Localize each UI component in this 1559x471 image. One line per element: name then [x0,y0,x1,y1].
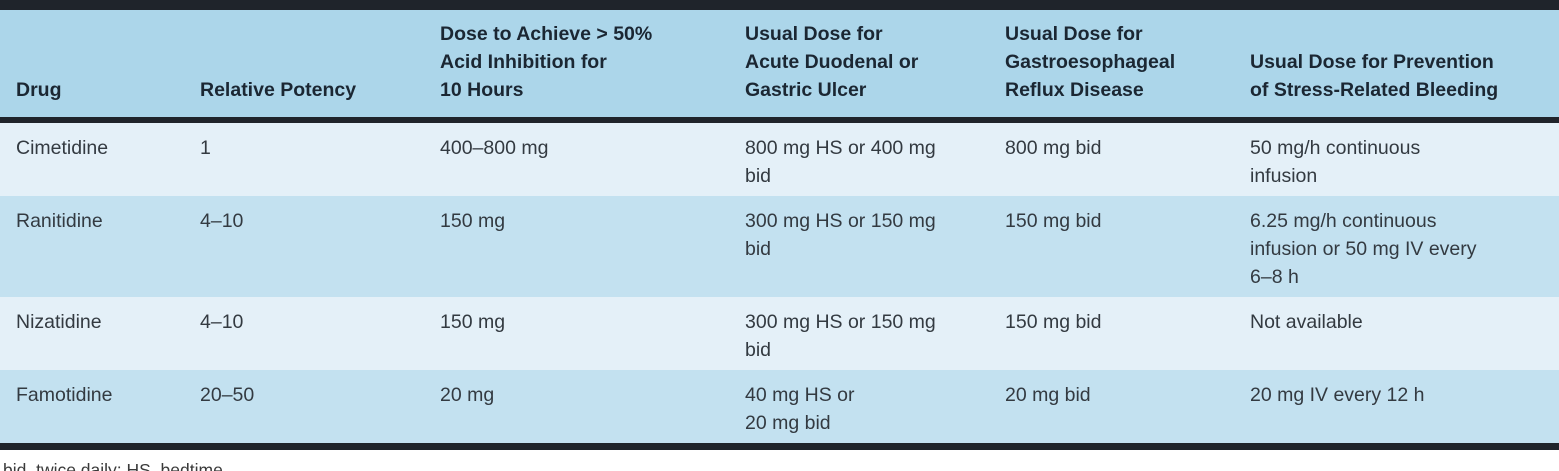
column-header-relative-potency: Relative Potency [185,5,425,123]
cell-gerd-dose: 150 mg bid [990,297,1235,370]
cell-acid-inhibition-dose: 400–800 mg [425,120,730,196]
cell-ulcer-dose: 300 mg HS or 150 mg bid [730,196,990,297]
cell-gerd-dose: 20 mg bid [990,370,1235,447]
cell-gerd-dose: 800 mg bid [990,120,1235,196]
column-header-ulcer-dose: Usual Dose for Acute Duodenal or Gastric… [730,5,990,123]
cell-ulcer-dose: 40 mg HS or 20 mg bid [730,370,990,447]
column-header-drug: Drug [0,5,185,123]
cell-relative-potency: 4–10 [185,196,425,297]
cell-drug: Nizatidine [0,297,185,370]
cell-ulcer-dose: 300 mg HS or 150 mg bid [730,297,990,370]
table-body: Cimetidine 1 400–800 mg 800 mg HS or 400… [0,120,1559,447]
cell-drug: Famotidine [0,370,185,447]
cell-relative-potency: 20–50 [185,370,425,447]
cell-drug: Cimetidine [0,120,185,196]
column-header-gerd-dose: Usual Dose for Gastroesophageal Reflux D… [990,5,1235,123]
table-header: Drug Relative Potency Dose to Achieve > … [0,5,1559,123]
cell-gerd-dose: 150 mg bid [990,196,1235,297]
cell-acid-inhibition-dose: 150 mg [425,196,730,297]
cell-stress-bleeding-dose: Not available [1235,297,1559,370]
cell-stress-bleeding-dose: 6.25 mg/h continuous infusion or 50 mg I… [1235,196,1559,297]
table-row: Cimetidine 1 400–800 mg 800 mg HS or 400… [0,120,1559,196]
table-row: Nizatidine 4–10 150 mg 300 mg HS or 150 … [0,297,1559,370]
cell-acid-inhibition-dose: 20 mg [425,370,730,447]
h2-antagonist-dosage-table: Drug Relative Potency Dose to Achieve > … [0,0,1559,450]
cell-stress-bleeding-dose: 20 mg IV every 12 h [1235,370,1559,447]
table-row: Famotidine 20–50 20 mg 40 mg HS or 20 mg… [0,370,1559,447]
cell-relative-potency: 4–10 [185,297,425,370]
cell-ulcer-dose: 800 mg HS or 400 mg bid [730,120,990,196]
cell-acid-inhibition-dose: 150 mg [425,297,730,370]
header-row: Drug Relative Potency Dose to Achieve > … [0,5,1559,123]
cell-drug: Ranitidine [0,196,185,297]
table-footnote: bid, twice daily; HS, bedtime. [3,460,228,471]
column-header-stress-bleeding-dose: Usual Dose for Prevention of Stress-Rela… [1235,5,1559,123]
table-row: Ranitidine 4–10 150 mg 300 mg HS or 150 … [0,196,1559,297]
column-header-acid-inhibition-dose: Dose to Achieve > 50% Acid Inhibition fo… [425,5,730,123]
cell-relative-potency: 1 [185,120,425,196]
cell-stress-bleeding-dose: 50 mg/h continuous infusion [1235,120,1559,196]
